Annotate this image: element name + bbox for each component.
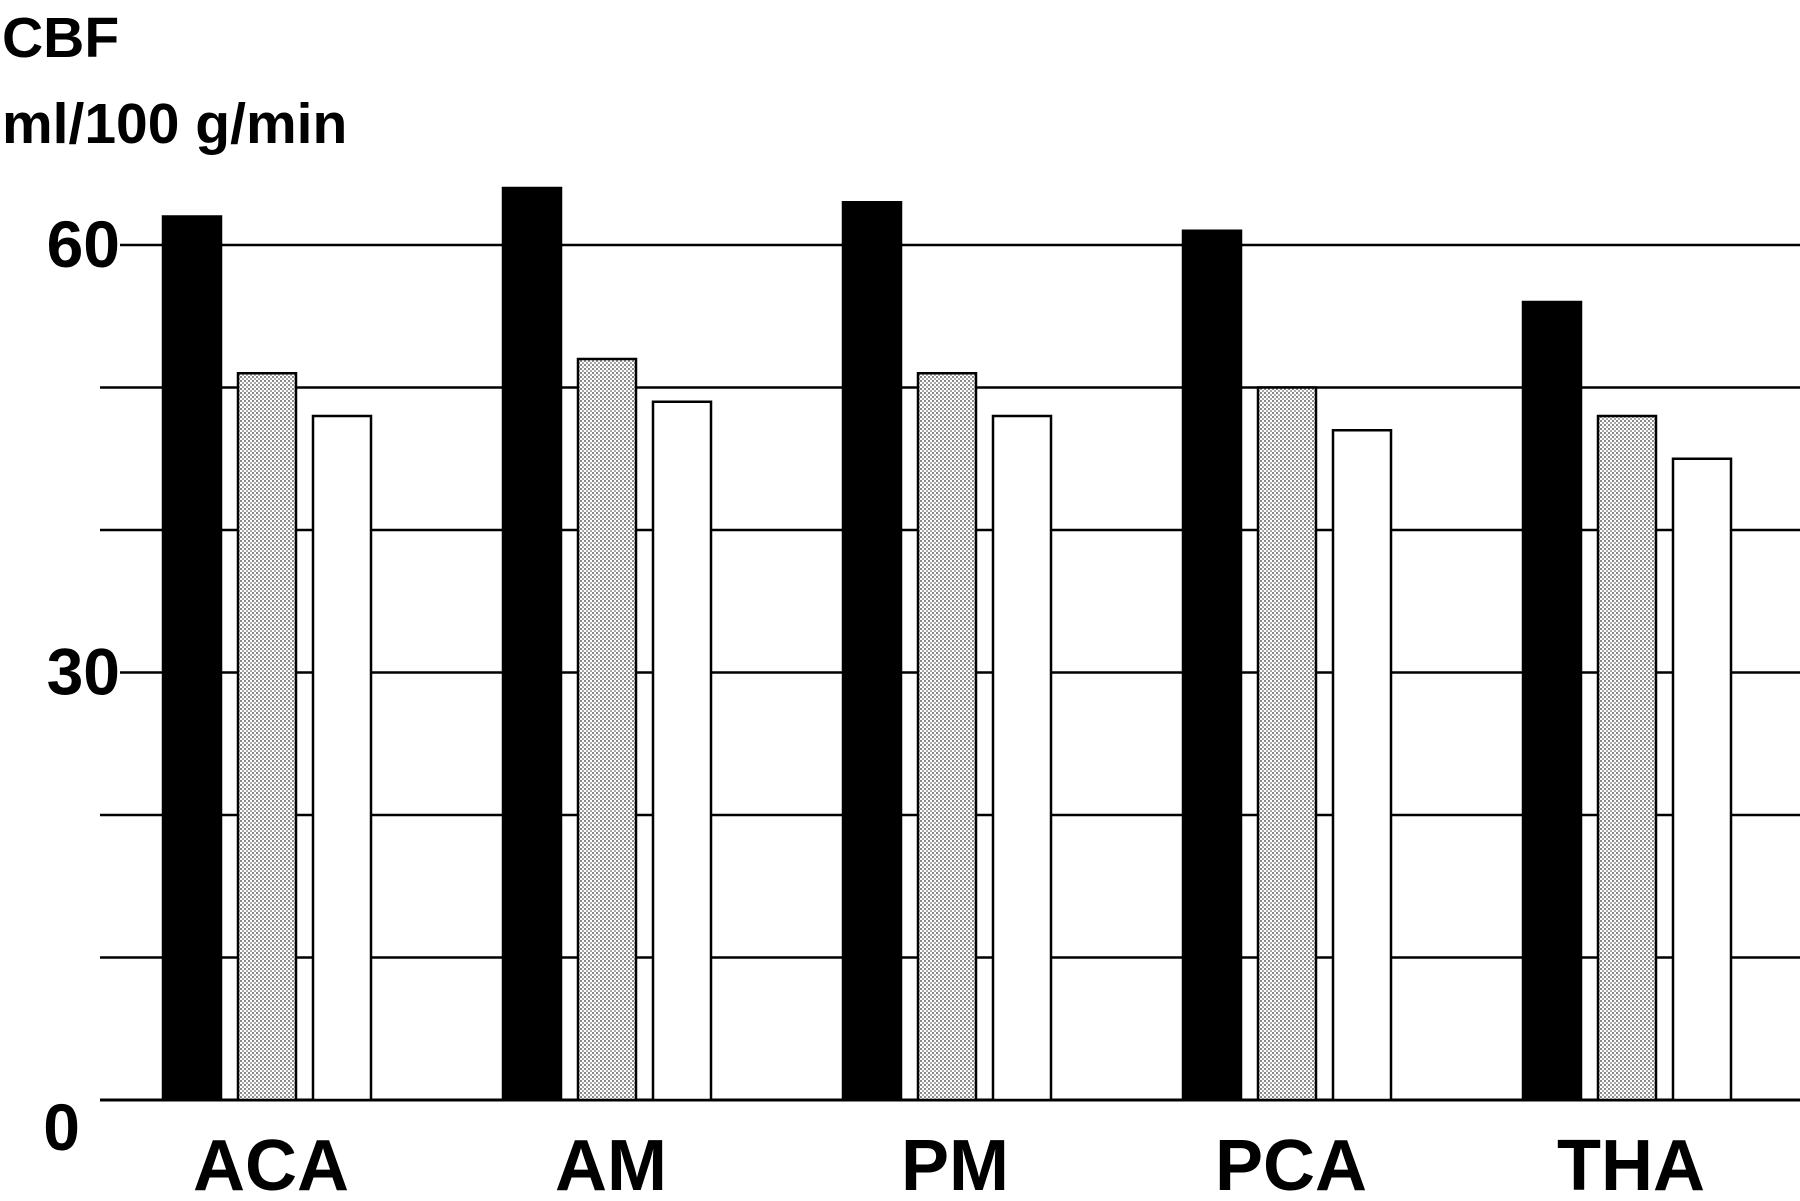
bar-aca-series-2 (236, 372, 298, 1102)
bar-pm-series-2 (916, 372, 978, 1102)
x-category-label-pm: PM (901, 1126, 1009, 1201)
y-tick-label-30: 30 (47, 635, 120, 709)
y-axis-label-line2: ml/100 g/min (2, 92, 348, 156)
bar-pca-series-3 (1331, 429, 1393, 1102)
y-axis-label-line1: CBF (2, 6, 120, 70)
bar-pm-series-1 (841, 201, 903, 1102)
bars (161, 186, 1733, 1102)
x-category-label-pca: PCA (1215, 1126, 1367, 1201)
bar-am-series-3 (651, 400, 713, 1102)
x-category-label-am: AM (555, 1126, 667, 1201)
x-category-label-aca: ACA (193, 1126, 349, 1201)
bar-aca-series-1 (161, 215, 223, 1102)
bar-pca-series-1 (1181, 229, 1243, 1102)
bar-tha-series-2 (1596, 414, 1658, 1102)
bar-tha-series-1 (1521, 300, 1583, 1102)
bar-tha-series-3 (1671, 457, 1733, 1102)
x-category-labels: ACA AM PM PCA THA (193, 1126, 1705, 1201)
bar-aca-series-3 (311, 414, 373, 1102)
y-tick-label-0: 0 (43, 1090, 80, 1164)
bar-pm-series-3 (991, 414, 1053, 1102)
bar-am-series-2 (576, 357, 638, 1102)
bar-am-series-1 (501, 186, 563, 1102)
y-tick-label-60: 60 (47, 207, 120, 281)
y-tick-labels: 0 30 60 (43, 207, 120, 1164)
x-category-label-tha: THA (1557, 1126, 1705, 1201)
bar-pca-series-2 (1256, 386, 1318, 1102)
